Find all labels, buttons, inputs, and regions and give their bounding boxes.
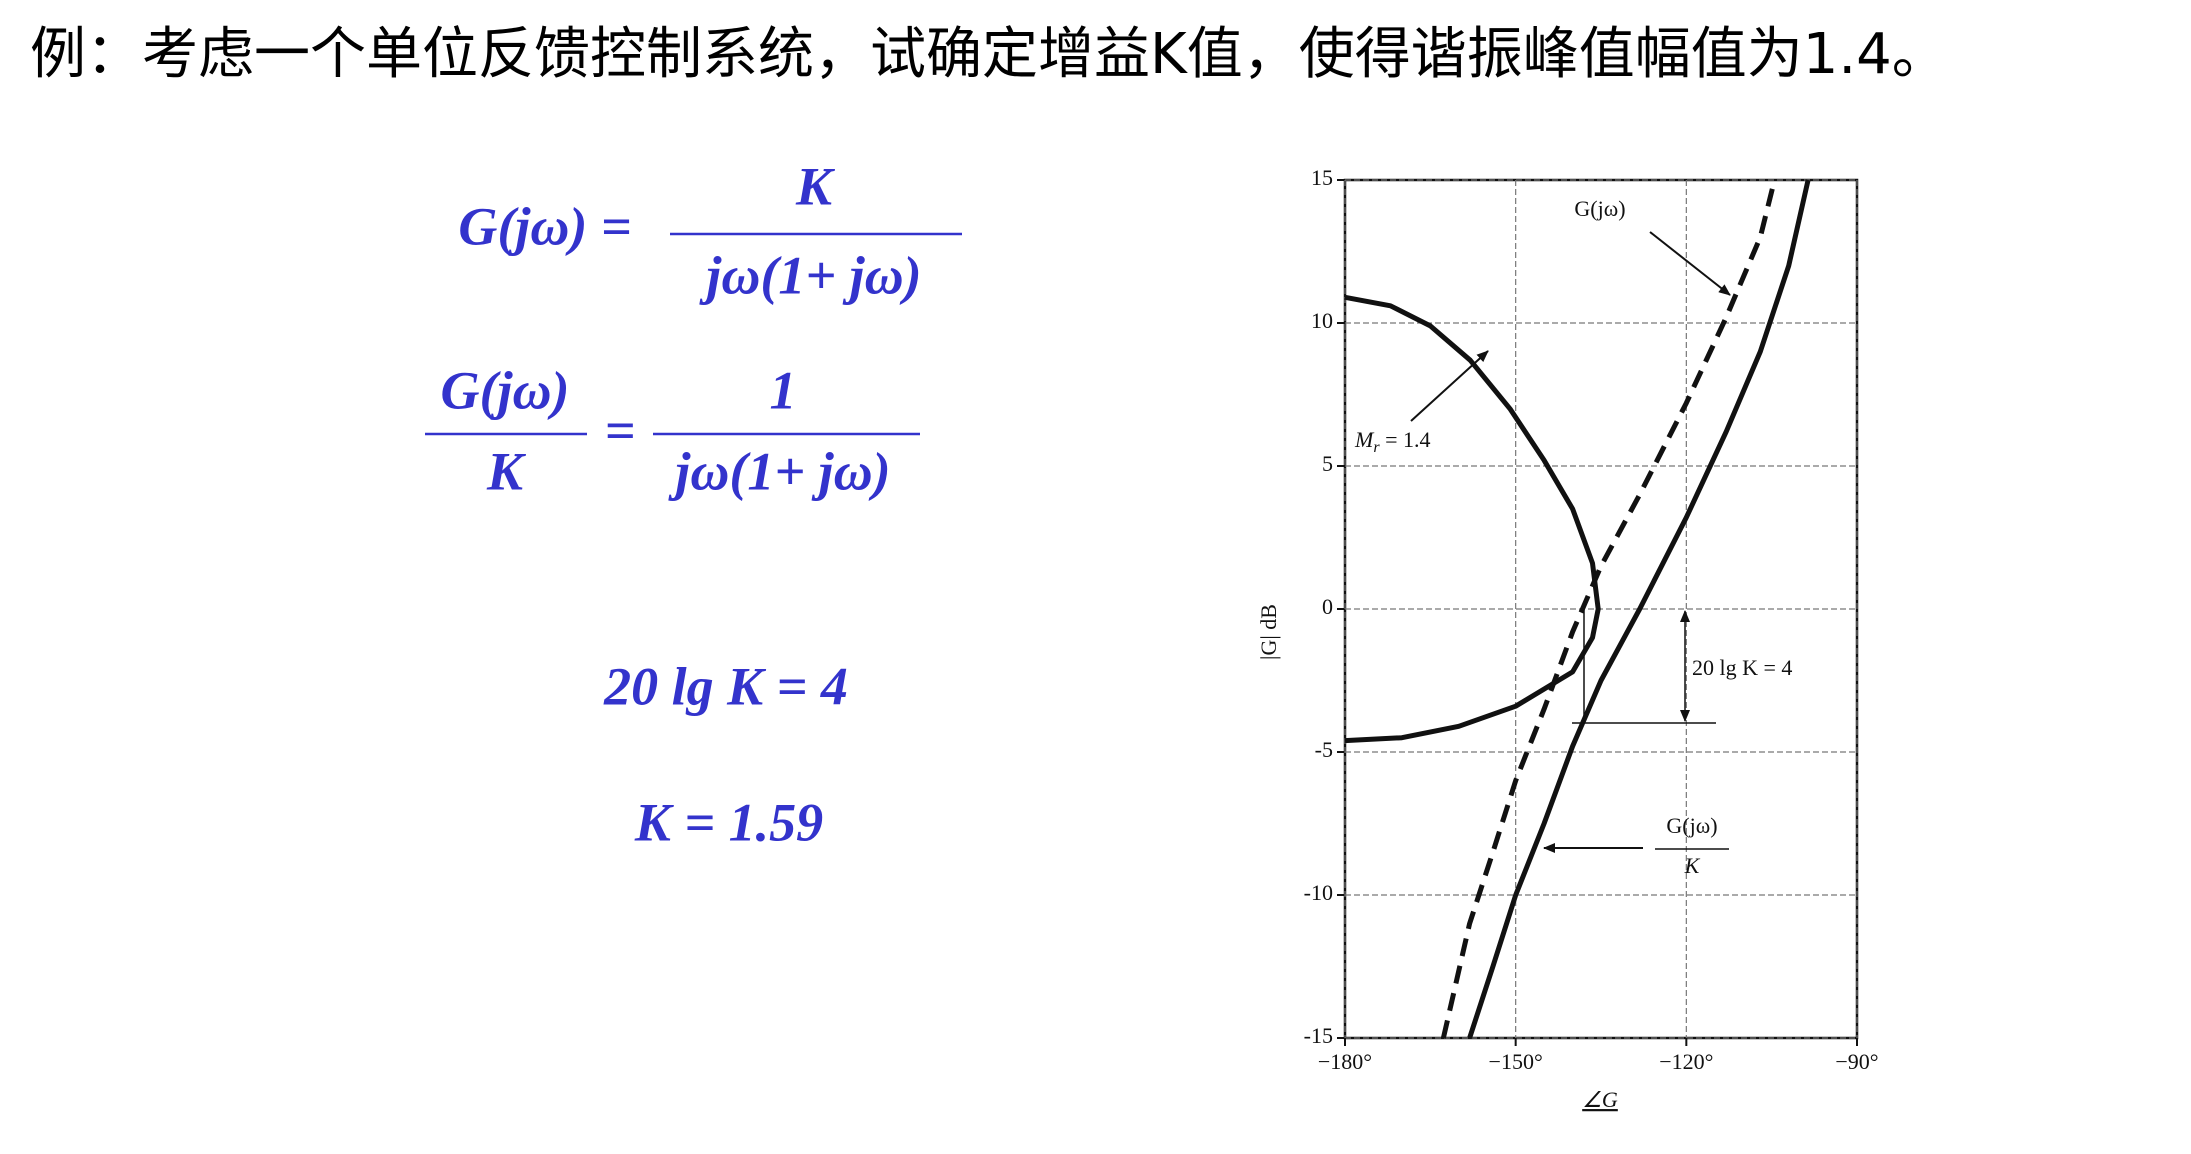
annotation: G(jω): [1666, 813, 1717, 838]
annotation: K: [1684, 853, 1701, 878]
y-tick-label: 5: [1322, 451, 1333, 476]
y-tick-label: -10: [1304, 880, 1333, 905]
equation-lhs-numerator: G(jω): [440, 360, 569, 420]
annotation-part: M: [1354, 427, 1375, 452]
annotation-part: = 1.4: [1380, 427, 1431, 452]
equation-denominator: jω(1+ jω): [698, 245, 921, 305]
y-axis-label: |G| dB: [1256, 604, 1281, 660]
annotation: 20 lg K = 4: [1692, 655, 1792, 680]
equation-denominator: jω(1+ jω): [667, 441, 890, 501]
annotation-arrow: [1410, 350, 1489, 422]
annotation-sub: r: [1373, 439, 1380, 456]
y-tick-label: -5: [1315, 737, 1333, 762]
x-tick-label: −120°: [1659, 1049, 1713, 1074]
curve: [1467, 179, 1811, 1039]
y-tick-label: -15: [1304, 1023, 1333, 1048]
x-axis-label: ∠G: [1582, 1087, 1618, 1112]
equation-lhs-denominator: K: [486, 441, 527, 501]
x-tick-label: −150°: [1489, 1049, 1543, 1074]
x-tick-label: −180°: [1318, 1049, 1372, 1074]
x-tick-label: −90°: [1835, 1049, 1878, 1074]
curve: [1440, 179, 1777, 1039]
equation-lhs: G(jω) =: [458, 196, 631, 256]
annotation-arrow: [1649, 231, 1731, 296]
equals-sign: =: [605, 400, 636, 460]
equation: 20 lg K = 4: [603, 656, 848, 716]
y-tick-label: 10: [1311, 308, 1333, 333]
y-tick-label: 15: [1311, 165, 1333, 190]
equation: K = 1.59: [634, 792, 823, 852]
equation-numerator: K: [795, 156, 836, 216]
curve: [1344, 294, 1601, 744]
equation-numerator: 1: [770, 360, 797, 420]
slide-title: 例：考虑一个单位反馈控制系统，试确定增益K值，使得谐振峰值幅值为1.4。: [30, 22, 1948, 87]
annotation: Mr = 1.4: [1354, 427, 1430, 456]
y-tick-label: 0: [1322, 594, 1333, 619]
annotation: G(jω): [1574, 196, 1625, 221]
curves: [1344, 179, 1811, 1039]
